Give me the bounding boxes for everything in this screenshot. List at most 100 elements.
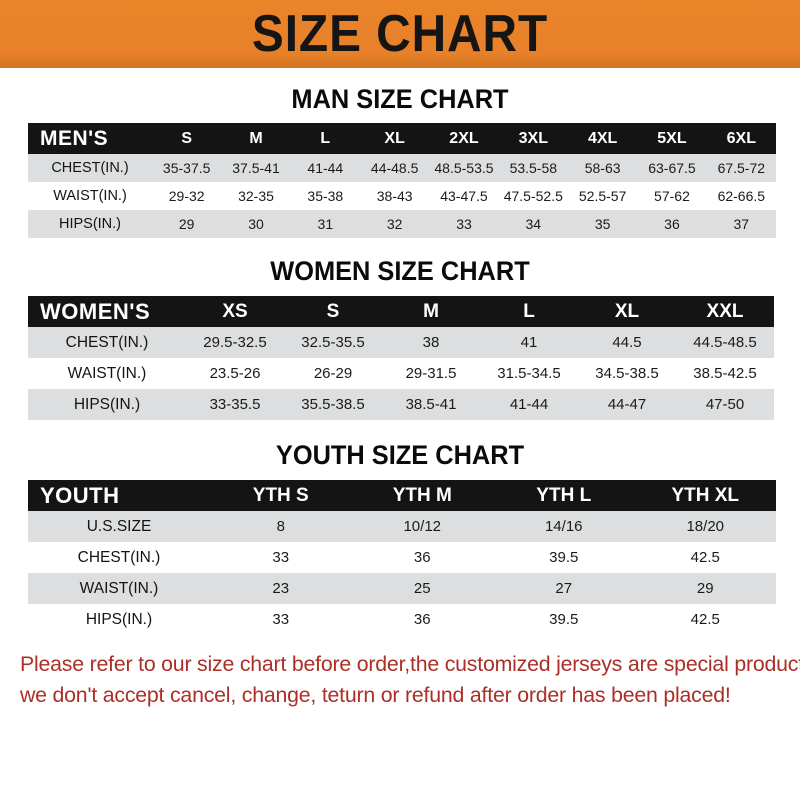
table-cell: 25	[413, 580, 431, 597]
men-row-label-chest: CHEST(IN.)	[51, 160, 129, 176]
women-size-col-2: M	[423, 300, 439, 322]
table-cell: 63-67.5	[648, 160, 696, 176]
men-size-col-2: L	[320, 129, 331, 147]
table-cell: 32-35	[238, 188, 274, 204]
table-cell: 29	[178, 216, 195, 232]
youth-row-label-hips: HIPS(IN.)	[85, 610, 153, 628]
table-cell: 47-50	[705, 396, 745, 413]
table-cell: 41-44	[509, 396, 549, 413]
men-header-label: MEN'S	[40, 126, 109, 150]
youth-size-table: YOUTH YTH S YTH M YTH L YTH XL U.S.SIZE …	[28, 480, 776, 635]
women-row-label-hips: HIPS(IN.)	[73, 395, 141, 413]
table-cell: 53.5-58	[509, 160, 558, 176]
table-cell: 47.5-52.5	[503, 188, 563, 204]
table-cell: 29-32	[168, 188, 205, 204]
women-size-table: WOMEN'S XS S M L XL XXL CHEST(IN.) 29.5-…	[28, 296, 774, 420]
women-header-label: WOMEN'S	[40, 298, 151, 324]
table-cell: 27	[555, 580, 573, 597]
table-cell: 33	[456, 216, 472, 232]
women-row-label-waist: WAIST(IN.)	[67, 364, 147, 382]
table-cell: 8	[276, 518, 285, 535]
men-size-col-5: 3XL	[518, 129, 548, 147]
men-size-col-7: 5XL	[657, 129, 687, 147]
table-cell: 37.5-41	[232, 160, 280, 176]
youth-size-col-3: YTH XL	[671, 484, 740, 506]
women-size-col-4: XL	[614, 300, 640, 322]
table-cell: 36	[413, 549, 431, 566]
table-cell: 44-48.5	[370, 160, 419, 176]
table-cell: 38	[422, 334, 440, 351]
women-size-table-wrap: WOMEN'S XS S M L XL XXL CHEST(IN.) 29.5-…	[28, 296, 774, 420]
table-cell: 18/20	[686, 518, 725, 535]
table-cell: 44-47	[607, 396, 647, 413]
women-size-col-3: L	[523, 300, 535, 322]
men-size-table-wrap: MEN'S S M L XL 2XL 3XL 4XL 5XL 6XL CHEST…	[28, 123, 776, 238]
table-cell: 37	[733, 216, 750, 232]
page-title: SIZE CHART	[251, 5, 549, 63]
table-cell: 29.5-32.5	[203, 334, 267, 351]
table-cell: 10/12	[403, 518, 442, 535]
women-size-col-0: XS	[222, 300, 248, 322]
table-cell: 38.5-42.5	[693, 365, 757, 382]
table-cell: 35-38	[307, 188, 344, 204]
section-title-men: MAN SIZE CHART	[291, 84, 509, 114]
table-cell: 33	[272, 549, 290, 566]
men-size-col-4: 2XL	[449, 129, 479, 147]
section-women: WOMEN SIZE CHART WOMEN'S XS S M L XL XX	[0, 256, 800, 420]
section-title-women: WOMEN SIZE CHART	[270, 256, 530, 286]
table-row: U.S.SIZE 8 10/12 14/16 18/20	[28, 511, 776, 542]
table-row: HIPS(IN.) 33-35.5 35.5-38.5 38.5-41 41-4…	[28, 389, 774, 420]
table-cell: 34	[525, 216, 542, 232]
table-row: HIPS(IN.) 29 30 31 32 33 34 35 36 37	[28, 210, 776, 238]
table-cell: 34.5-38.5	[595, 365, 659, 382]
table-header-row: MEN'S S M L XL 2XL 3XL 4XL 5XL 6XL	[28, 123, 776, 154]
table-cell: 29	[696, 580, 714, 597]
table-row: HIPS(IN.) 33 36 39.5 42.5	[28, 604, 776, 635]
table-cell: 32	[386, 216, 403, 232]
men-size-table: MEN'S S M L XL 2XL 3XL 4XL 5XL 6XL CHEST…	[28, 123, 776, 238]
table-cell: 58-63	[584, 160, 621, 176]
table-row: WAIST(IN.) 23 25 27 29	[28, 573, 776, 604]
youth-size-col-2: YTH L	[536, 484, 592, 506]
table-cell: 42.5	[690, 611, 720, 628]
men-row-label-waist: WAIST(IN.)	[53, 188, 127, 204]
women-size-col-1: S	[326, 300, 340, 322]
table-cell: 36	[413, 611, 431, 628]
youth-header-label: YOUTH	[40, 482, 120, 508]
table-cell: 39.5	[549, 549, 579, 566]
table-row: WAIST(IN.) 23.5-26 26-29 29-31.5 31.5-34…	[28, 358, 774, 389]
table-cell: 43-47.5	[440, 188, 488, 204]
table-cell: 41	[520, 334, 538, 351]
table-cell: 67.5-72	[717, 160, 766, 176]
section-youth: YOUTH SIZE CHART YOUTH YTH S YTH M YTH L…	[0, 440, 800, 635]
table-cell: 31.5-34.5	[497, 365, 561, 382]
table-cell: 35.5-38.5	[301, 396, 365, 413]
youth-size-col-0: YTH S	[252, 484, 309, 506]
footer-line-2: we don't accept cancel, change, teturn o…	[20, 683, 731, 707]
table-row: CHEST(IN.) 33 36 39.5 42.5	[28, 542, 776, 573]
footer-disclaimer: Please refer to our size chart before or…	[20, 635, 800, 711]
table-cell: 32.5-35.5	[301, 334, 365, 351]
youth-size-col-1: YTH M	[392, 484, 452, 506]
footer-line-1: Please refer to our size chart before or…	[20, 652, 800, 676]
table-cell: 52.5-57	[578, 188, 627, 204]
youth-row-label-waist: WAIST(IN.)	[79, 579, 159, 597]
table-cell: 38.5-41	[405, 396, 457, 413]
table-cell: 33-35.5	[209, 396, 261, 413]
table-cell: 29-31.5	[405, 365, 457, 382]
table-cell: 33	[272, 611, 290, 628]
table-row: CHEST(IN.) 35-37.5 37.5-41 41-44 44-48.5…	[28, 154, 776, 182]
table-cell: 57-62	[654, 188, 690, 204]
table-cell: 23	[272, 580, 290, 597]
table-cell: 44.5-48.5	[693, 334, 757, 351]
page-banner: SIZE CHART	[0, 0, 800, 68]
table-row: CHEST(IN.) 29.5-32.5 32.5-35.5 38 41 44.…	[28, 327, 774, 358]
women-row-label-chest: CHEST(IN.)	[65, 333, 149, 351]
men-size-col-0: S	[181, 129, 192, 147]
table-header-row: YOUTH YTH S YTH M YTH L YTH XL	[28, 480, 776, 511]
men-row-label-hips: HIPS(IN.)	[58, 216, 122, 232]
youth-row-label-us-size: U.S.SIZE	[86, 517, 152, 535]
table-header-row: WOMEN'S XS S M L XL XXL	[28, 296, 774, 327]
table-cell: 39.5	[549, 611, 579, 628]
